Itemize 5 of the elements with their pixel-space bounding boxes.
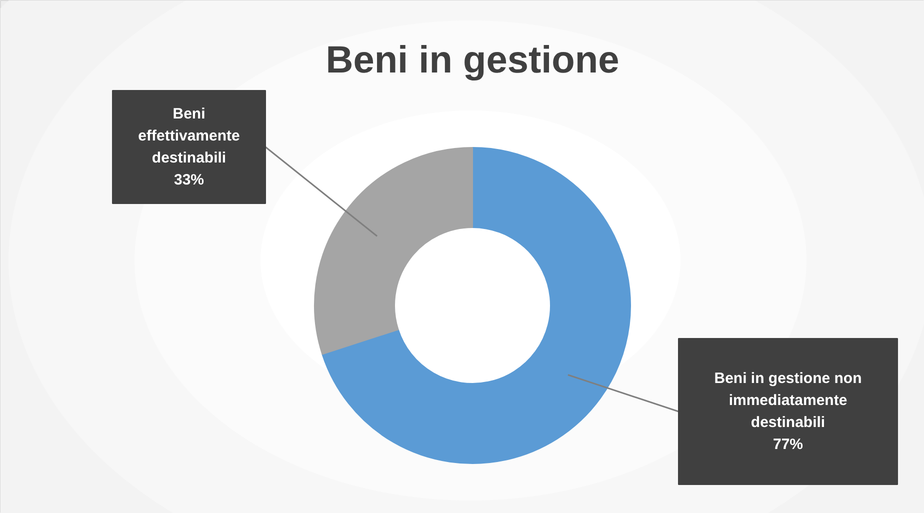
slice-label: Beni effettivamente destinabili xyxy=(138,106,240,166)
slice-label: Beni in gestione non immediatamente destinabili xyxy=(714,370,862,431)
data-label: 77% xyxy=(772,436,804,453)
chart-title: Beni in gestione xyxy=(326,40,620,82)
data-label: 33% xyxy=(174,172,204,188)
